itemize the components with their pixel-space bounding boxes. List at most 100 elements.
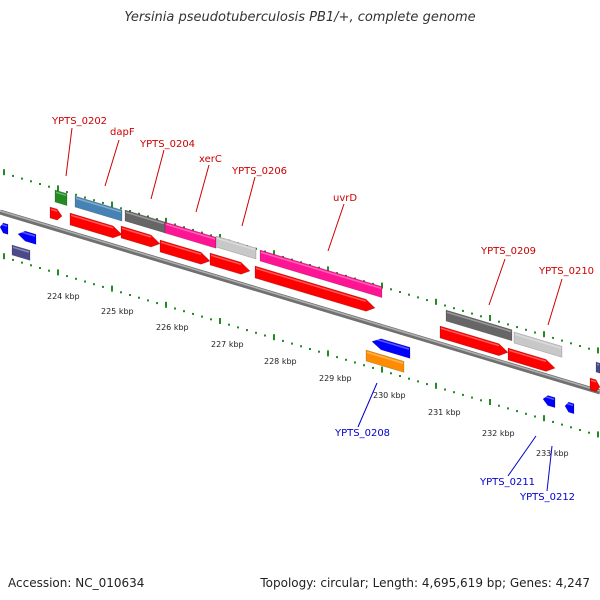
gene-label-ypts-0208: YPTS_0208 [334,428,390,439]
gene-feature-ypts-0210-shine [514,333,562,349]
gene-feature-ypts-0202 [54,189,68,207]
gene-feature-uvrd [259,249,383,299]
top-track-dot-53 [480,315,482,318]
top-track-dot-4 [39,183,41,185]
bottom-track-dot-52 [471,396,473,399]
leader-bottom-1 [507,435,537,477]
top-track-dot-2 [21,177,23,180]
bottom-track-dot-11 [102,285,104,288]
cds-arrow-0204 [120,225,161,248]
top-track-dot-41 [372,282,374,285]
gene-feature-ypts-0202-shine [55,191,67,197]
gene-label-ypts-0210: YPTS_0210 [538,266,594,277]
bottom-track-tick-42 [381,366,383,373]
gene-feature-ypts-0204-shine [125,211,165,225]
bottom-track-dot-13 [120,291,122,294]
gene-feature-right-edge [595,361,600,374]
bottom-track-dot-61 [552,420,554,423]
gene-label-ypts-0209: YPTS_0209 [480,246,536,257]
bottom-track-dot-32 [291,342,293,345]
bottom-track-dot-45 [408,377,410,380]
bottom-track-dot-4 [39,267,41,269]
gene-feature-right-edge-shine [596,363,600,366]
top-track-dot-8 [75,193,77,196]
bottom-track-dot-33 [300,345,302,348]
cds-arrow-right-edge-shine [590,379,597,383]
top-track-tick-48 [435,298,437,305]
bottom-dotted-track [3,253,599,438]
bottom-track-dot-19 [174,307,176,310]
scale-label-229: 229 kbp [319,374,352,383]
bottom-track-dot-44 [399,375,401,377]
bottom-track-dot-26 [237,326,239,329]
leader-top-3 [195,164,210,213]
top-track-dot-47 [426,299,428,302]
cds-arrow-0210 [507,347,556,372]
gene-label-dapf: dapF [110,127,135,138]
top-track-dot-11 [102,201,104,204]
leader-top-5 [327,203,345,252]
top-track-dot-58 [525,328,527,331]
gene-feature-left-slate-shine [12,246,30,253]
top-track-dot-31 [282,255,284,258]
bottom-track-tick-66 [597,431,599,438]
top-track-tick-66 [597,347,599,354]
top-track-dot-43 [390,288,392,291]
leader-top-7 [547,278,563,326]
bottom-track-dot-25 [228,323,230,326]
top-track-tick-12 [111,201,113,208]
top-track-tick-0 [3,169,5,176]
bottom-track-dot-43 [390,372,392,375]
gene-feature-ypts-0211 [542,395,556,409]
cds-arrow-0206-shine [210,254,242,266]
bottom-track-dot-2 [21,261,23,264]
bottom-track-dot-9 [84,280,86,283]
bottom-track-dot-46 [417,380,419,383]
bottom-track-dot-16 [147,299,149,302]
bottom-track-tick-6 [57,269,59,276]
genome-backbone-highlight [0,210,600,392]
bottom-track-dot-64 [579,429,581,431]
top-track-dot-50 [453,307,455,310]
gene-feature-left-edge [0,222,9,235]
cds-arrow-uvrd-shine [255,267,367,303]
bottom-track-tick-24 [219,318,221,324]
leader-top-0 [65,127,73,177]
bottom-track-dot-63 [570,426,572,429]
top-dotted-track [3,169,599,354]
cds-arrow-right-edge [589,377,600,393]
gene-features [0,189,600,415]
bottom-track-dot-17 [156,302,158,305]
bottom-track-tick-36 [327,350,329,357]
bottom-track-dot-38 [345,358,347,361]
top-track-dot-15 [138,212,140,215]
bottom-track-dot-34 [309,348,311,350]
bottom-track-dot-28 [255,331,257,334]
leader-top-4 [241,176,256,227]
bottom-track-tick-54 [489,399,491,405]
bottom-track-dot-27 [246,329,248,332]
gene-label-xerc: xerC [199,154,222,165]
bottom-track-dot-15 [138,296,140,299]
top-track-tick-60 [543,331,545,338]
cds-arrow-uvrd [254,265,376,312]
scale-label-224: 224 kbp [47,292,80,301]
leader-bottom-2 [546,445,553,492]
bottom-track-dot-21 [192,312,194,315]
gene-label-ypts-0211: YPTS_0211 [479,477,535,488]
top-track-dot-59 [534,331,536,334]
bottom-track-dot-51 [462,393,464,396]
bottom-track-dot-65 [588,431,590,434]
leader-top-6 [488,258,506,306]
top-track-dot-51 [462,309,464,312]
bottom-track-tick-12 [111,285,113,292]
gene-feature-ypts-0206 [215,235,257,260]
gene-feature-left-edge-shine [0,223,8,227]
top-track-dot-10 [93,199,95,202]
gene-feature-uvrd-shine [260,251,382,290]
gene-feature-xerc-shine [165,223,216,240]
top-track-dot-16 [147,215,149,218]
bottom-track-dot-53 [480,399,482,402]
genome-backbone [0,209,600,395]
